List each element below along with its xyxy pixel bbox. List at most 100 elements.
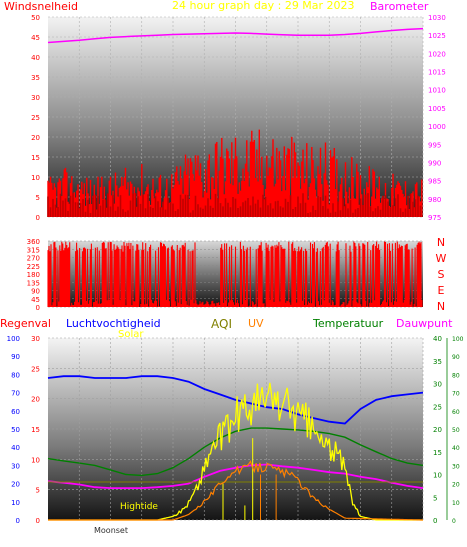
p3-temp-tick-label: 35 bbox=[433, 358, 442, 366]
p1-baro-tick-label: 1030 bbox=[428, 14, 446, 22]
p3-second-tick-label: 25 bbox=[31, 365, 40, 373]
p1-baro-tick-label: 1005 bbox=[428, 105, 446, 113]
p1-x-tick-label: 14 bbox=[262, 226, 272, 235]
p3-rain-tick-label: 0 bbox=[16, 517, 20, 525]
p3-second-tick-label: 0 bbox=[36, 517, 40, 525]
p1-wind-tick-label: 25 bbox=[31, 114, 40, 122]
p2-direction-label: N bbox=[437, 236, 445, 249]
p1-wind-tick-label: 0 bbox=[36, 214, 40, 222]
humidity-series bbox=[47, 375, 424, 425]
p3-temp-tick-label: 0 bbox=[433, 517, 437, 525]
baro-axis-title: Barometer bbox=[370, 0, 429, 13]
chart-marks bbox=[47, 27, 424, 521]
p1-wind-tick-label: 40 bbox=[31, 54, 40, 62]
p1-baro-tick-label: 1025 bbox=[428, 32, 446, 40]
p3-rain-tick-label: 80 bbox=[11, 371, 20, 379]
p1-x-tick-label: 04 bbox=[105, 226, 115, 235]
p1-wind-tick-label: 45 bbox=[31, 34, 40, 42]
humidity-title: Luchtvochtigheid bbox=[66, 317, 161, 330]
p1-baro-tick-label: 980 bbox=[428, 196, 441, 204]
p3-x-tick-label: 00 bbox=[418, 528, 428, 537]
p1-baro-tick-label: 985 bbox=[428, 178, 441, 186]
p3-extra-tick-label: 100 bbox=[452, 336, 464, 343]
p3-x-tick-label: 02 bbox=[74, 528, 84, 537]
dewpoint-title: Dauwpunt bbox=[396, 317, 453, 330]
p3-temp-tick-label: 5 bbox=[433, 494, 437, 502]
temperature-title: Temperatuur bbox=[312, 317, 384, 330]
p3-second-tick-label: 5 bbox=[36, 487, 40, 495]
p3-x-tick-label: 22 bbox=[387, 528, 397, 537]
p3-rain-tick-label: 100 bbox=[7, 335, 20, 343]
solar-title: Solar bbox=[118, 329, 144, 340]
p1-wind-tick-label: 20 bbox=[31, 134, 40, 142]
dewpoint-series bbox=[47, 463, 424, 490]
p1-wind-tick-label: 5 bbox=[36, 194, 40, 202]
p2-direction-label: N bbox=[437, 300, 445, 313]
p2-tick-label: 45 bbox=[31, 296, 40, 304]
p1-x-tick-label: 10 bbox=[199, 226, 209, 235]
p1-x-tick-label: 06 bbox=[137, 226, 147, 235]
p3-x-tick-label: 14 bbox=[262, 528, 272, 537]
p1-wind-tick-label: 15 bbox=[31, 154, 40, 162]
p1-wind-tick-label: 50 bbox=[31, 14, 40, 22]
p1-wind-tick-label: 35 bbox=[31, 74, 40, 82]
p2-tick-label: 90 bbox=[31, 288, 40, 296]
p2-direction-label: E bbox=[438, 284, 445, 297]
p3-extra-tick-label: 80 bbox=[452, 372, 460, 379]
p3-extra-tick-label: 0 bbox=[452, 518, 456, 525]
p3-rain-tick-label: 70 bbox=[11, 390, 20, 398]
hightide-annotation: Hightide bbox=[120, 502, 158, 512]
p2-tick-label: 270 bbox=[27, 255, 40, 263]
p3-x-tick-label: 06 bbox=[137, 528, 147, 537]
p3-x-tick-label: 18 bbox=[324, 528, 334, 537]
p1-x-tick-label: 16 bbox=[293, 226, 303, 235]
p3-extra-tick-label: 40 bbox=[452, 445, 460, 452]
p3-temp-tick-label: 40 bbox=[433, 335, 442, 343]
p1-baro-tick-label: 1010 bbox=[428, 87, 446, 95]
p1-baro-tick-label: 1000 bbox=[428, 123, 446, 131]
uv-title: UV bbox=[248, 317, 264, 330]
p2-tick-label: 180 bbox=[27, 271, 40, 279]
p3-x-tick-label: 16 bbox=[293, 528, 303, 537]
p3-extra-tick-label: 20 bbox=[452, 482, 460, 489]
wind-average-series bbox=[47, 193, 422, 217]
p3-temp-tick-label: 30 bbox=[433, 381, 442, 389]
p3-temp-tick-label: 20 bbox=[433, 426, 442, 434]
p3-rain-tick-label: 30 bbox=[11, 462, 20, 470]
p3-temp-tick-label: 25 bbox=[433, 403, 442, 411]
rain-axis-title: Regenval bbox=[0, 317, 51, 330]
p1-wind-tick-label: 30 bbox=[31, 94, 40, 102]
p3-rain-tick-label: 10 bbox=[11, 499, 20, 507]
p1-wind-tick-label: 10 bbox=[31, 174, 40, 182]
p1-baro-tick-label: 1020 bbox=[428, 50, 446, 58]
p2-tick-label: 360 bbox=[27, 238, 40, 246]
p1-x-tick-label: 02 bbox=[74, 226, 84, 235]
p3-extra-tick-label: 10 bbox=[452, 500, 460, 507]
p1-x-tick-label: 08 bbox=[168, 226, 178, 235]
p3-extra-tick-label: 60 bbox=[452, 409, 460, 416]
moonset-annotation: Moonset bbox=[94, 526, 128, 535]
p3-second-tick-label: 15 bbox=[31, 426, 40, 434]
p2-tick-label: 135 bbox=[27, 279, 40, 287]
p3-extra-tick-label: 50 bbox=[452, 427, 460, 434]
p3-second-tick-label: 20 bbox=[31, 396, 40, 404]
p1-x-tick-label: 22 bbox=[387, 226, 397, 235]
p3-x-tick-label: 10 bbox=[199, 528, 209, 537]
p2-direction-label: S bbox=[438, 268, 445, 281]
aqi-title: AQI bbox=[211, 317, 232, 331]
wind-direction-series bbox=[47, 241, 423, 307]
uv-series bbox=[48, 460, 423, 521]
tick-labels: 0510152025303540455097598098599099510001… bbox=[7, 14, 464, 537]
p3-rain-tick-label: 40 bbox=[11, 444, 20, 452]
p3-extra-tick-label: 90 bbox=[452, 354, 460, 361]
p1-x-tick-label: 20 bbox=[355, 226, 365, 235]
p2-tick-label: 315 bbox=[27, 246, 40, 254]
p2-direction-label: W bbox=[436, 252, 447, 265]
p1-baro-tick-label: 1015 bbox=[428, 69, 446, 77]
p1-x-tick-label: 12 bbox=[230, 226, 240, 235]
p3-rain-tick-label: 90 bbox=[11, 353, 20, 361]
p3-x-tick-label: 20 bbox=[355, 528, 365, 537]
p3-second-tick-label: 10 bbox=[31, 456, 40, 464]
